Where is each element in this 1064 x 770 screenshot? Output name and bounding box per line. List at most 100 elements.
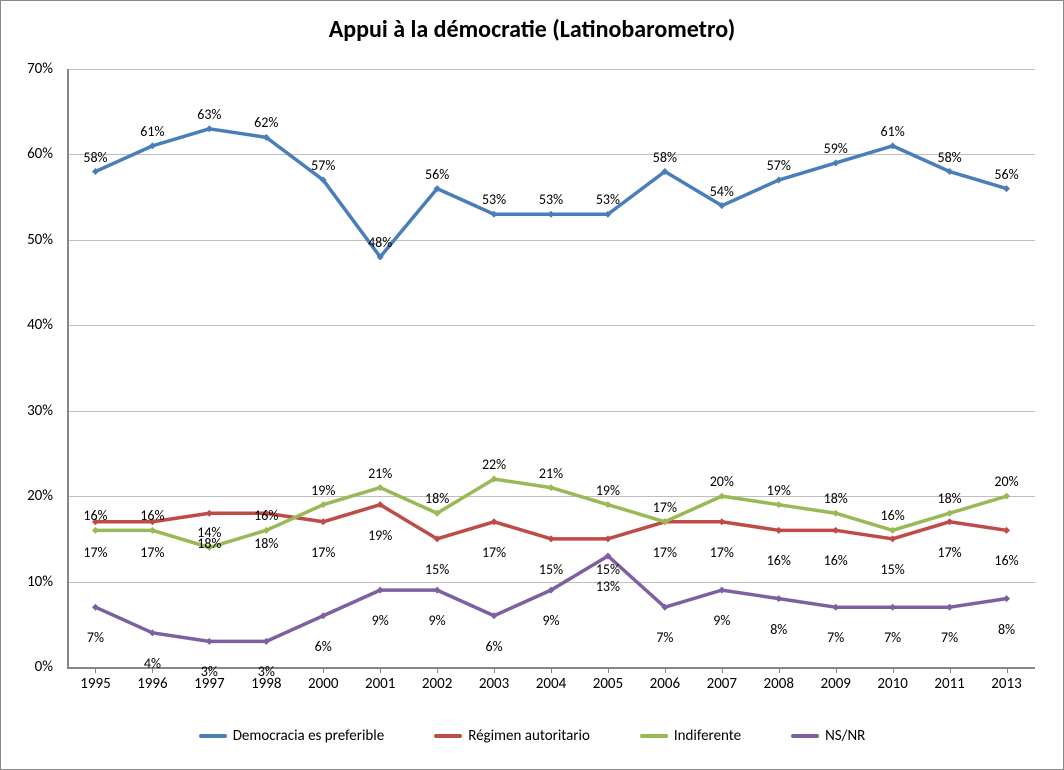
legend-item: Democracia es preferible [199,727,385,745]
x-tick-label: 2007 [707,675,737,693]
legend-label: NS/NR [825,727,865,745]
x-tick-label: 2006 [650,675,680,693]
data-label: 20% [994,473,1018,490]
series-marker [775,595,782,602]
x-tick-label: 2013 [991,675,1021,693]
legend-swatch [199,734,227,738]
data-label: 61% [140,123,164,140]
data-label: 15% [881,561,905,578]
series-marker [889,604,896,611]
data-label: 56% [994,166,1018,183]
legend-swatch [640,734,668,738]
series-marker [946,604,953,611]
data-label: 58% [83,149,107,166]
data-label: 13% [596,578,620,595]
data-label: 17% [937,544,961,561]
data-label: 9% [429,612,446,629]
data-label: 15% [539,561,563,578]
x-tick-label: 2003 [479,675,509,693]
x-tick-label: 2010 [877,675,907,693]
series-marker [92,527,99,534]
data-label: 9% [372,612,389,629]
x-tick-label: 2005 [593,675,623,693]
data-label: 16% [140,507,164,524]
x-tick-mark [551,667,552,673]
x-tick-mark [950,667,951,673]
legend-item: Indiferente [640,727,741,745]
x-tick-mark [437,667,438,673]
data-label: 16% [767,552,791,569]
x-tick-mark [893,667,894,673]
data-label: 17% [710,544,734,561]
data-label: 18% [937,490,961,507]
x-tick-label: 2004 [536,675,566,693]
legend-item: NS/NR [791,727,865,745]
series-marker [548,211,555,218]
data-label: 19% [368,527,392,544]
legend-label: Democracia es preferible [233,727,385,745]
data-label: 48% [368,234,392,251]
data-label: 7% [87,629,104,646]
chart-container: Appui à la démocratie (Latinobarometro) … [0,0,1064,770]
data-label: 16% [994,552,1018,569]
data-label: 19% [767,482,791,499]
data-label: 7% [941,629,958,646]
legend: Democracia es preferible Régimen autorita… [1,727,1063,745]
data-label: 22% [482,456,506,473]
data-label: 9% [542,612,559,629]
data-label: 18% [824,490,848,507]
data-label: 17% [140,544,164,561]
data-label: 17% [83,544,107,561]
data-label: 6% [315,638,332,655]
series-marker [718,518,725,525]
series-marker [775,527,782,534]
data-label: 7% [656,629,673,646]
x-tick-label: 2002 [422,675,452,693]
data-label: 6% [485,638,502,655]
series-marker [206,510,213,517]
data-label: 15% [596,561,620,578]
data-label: 59% [824,140,848,157]
x-tick-mark [608,667,609,673]
series-marker [832,527,839,534]
x-tick-label: 2009 [820,675,850,693]
data-label: 54% [710,183,734,200]
data-label: 17% [482,544,506,561]
x-tick-mark [779,667,780,673]
data-label: 16% [881,507,905,524]
x-tick-label: 1996 [137,675,167,693]
data-label: 19% [311,482,335,499]
plot-area: 0%10%20%30%40%50%60%70%19951996199719982… [67,69,1035,667]
data-label: 17% [653,544,677,561]
x-tick-label: 2001 [365,675,395,693]
data-label: 57% [767,157,791,174]
data-label: 21% [539,465,563,482]
x-tick-mark [323,667,324,673]
data-label: 17% [653,499,677,516]
data-label: 14% [197,524,221,541]
data-label: 20% [710,473,734,490]
data-label: 17% [311,544,335,561]
x-tick-label: 2008 [764,675,794,693]
series-marker [206,638,213,645]
data-label: 7% [884,629,901,646]
data-label: 16% [254,507,278,524]
series-marker [1003,595,1010,602]
legend-label: Régimen autoritario [468,727,590,745]
data-label: 4% [144,655,161,672]
x-tick-mark [494,667,495,673]
data-label: 8% [770,621,787,638]
x-tick-mark [836,667,837,673]
data-label: 18% [254,535,278,552]
x-tick-label: 2011 [934,675,964,693]
series-marker [832,604,839,611]
x-tick-mark [1007,667,1008,673]
legend-item: Régimen autoritario [434,727,590,745]
data-label: 62% [254,114,278,131]
series-marker [775,501,782,508]
data-label: 21% [368,465,392,482]
data-label: 58% [937,149,961,166]
data-label: 63% [197,106,221,123]
x-tick-label: 2000 [308,675,338,693]
data-label: 19% [596,482,620,499]
